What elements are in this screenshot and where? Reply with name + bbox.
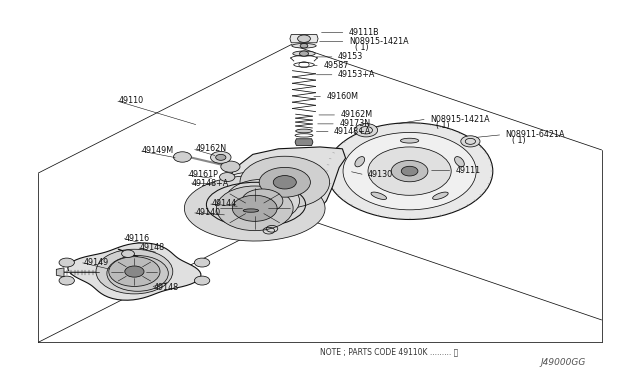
Text: 49116: 49116 bbox=[125, 234, 150, 243]
Circle shape bbox=[109, 257, 160, 286]
Circle shape bbox=[232, 195, 277, 221]
Ellipse shape bbox=[296, 129, 312, 133]
Text: J49000GG: J49000GG bbox=[541, 358, 586, 367]
Circle shape bbox=[300, 51, 308, 56]
Text: 49111B: 49111B bbox=[349, 28, 380, 37]
Circle shape bbox=[391, 160, 428, 182]
Circle shape bbox=[300, 44, 308, 48]
Ellipse shape bbox=[292, 44, 316, 48]
Polygon shape bbox=[68, 243, 201, 300]
Text: N08915-1421A: N08915-1421A bbox=[430, 115, 490, 124]
Text: 49110: 49110 bbox=[118, 96, 143, 105]
Circle shape bbox=[173, 152, 191, 162]
Text: ( 1): ( 1) bbox=[355, 43, 369, 52]
Circle shape bbox=[273, 176, 296, 189]
Text: NOTE ; PARTS CODE 49110K ......... Ⓐ: NOTE ; PARTS CODE 49110K ......... Ⓐ bbox=[320, 347, 458, 356]
Circle shape bbox=[59, 276, 74, 285]
Ellipse shape bbox=[243, 209, 259, 212]
Circle shape bbox=[221, 161, 240, 172]
Ellipse shape bbox=[293, 51, 316, 56]
Circle shape bbox=[211, 151, 231, 163]
Text: 49162N: 49162N bbox=[195, 144, 227, 153]
Ellipse shape bbox=[355, 157, 365, 167]
Circle shape bbox=[401, 166, 418, 176]
Ellipse shape bbox=[371, 192, 387, 199]
Circle shape bbox=[122, 250, 134, 257]
Text: ( 1): ( 1) bbox=[512, 136, 525, 145]
Circle shape bbox=[59, 258, 74, 267]
Ellipse shape bbox=[433, 192, 448, 199]
Text: 49173N: 49173N bbox=[339, 119, 371, 128]
Circle shape bbox=[125, 266, 144, 277]
Text: ( 1): ( 1) bbox=[436, 121, 450, 130]
Text: 49149: 49149 bbox=[83, 258, 108, 267]
Polygon shape bbox=[295, 139, 313, 145]
Polygon shape bbox=[184, 176, 325, 241]
Text: 49130: 49130 bbox=[368, 170, 393, 179]
Circle shape bbox=[298, 35, 310, 42]
Circle shape bbox=[195, 276, 210, 285]
Polygon shape bbox=[290, 35, 318, 43]
Circle shape bbox=[461, 136, 480, 147]
Ellipse shape bbox=[454, 157, 464, 167]
Text: 49149M: 49149M bbox=[142, 146, 174, 155]
Text: 49162M: 49162M bbox=[340, 110, 372, 119]
Text: 49148: 49148 bbox=[154, 283, 179, 292]
Circle shape bbox=[240, 156, 330, 208]
Circle shape bbox=[195, 258, 210, 267]
Text: 49148: 49148 bbox=[140, 243, 164, 252]
Text: 49160M: 49160M bbox=[326, 92, 358, 101]
Polygon shape bbox=[224, 147, 346, 217]
Circle shape bbox=[343, 132, 476, 210]
Text: 49587: 49587 bbox=[323, 61, 349, 70]
Circle shape bbox=[225, 179, 300, 222]
Text: 49140: 49140 bbox=[195, 208, 220, 217]
Text: N08911-6421A: N08911-6421A bbox=[506, 130, 565, 139]
Text: 49148+A: 49148+A bbox=[192, 179, 229, 187]
Text: 49153+A: 49153+A bbox=[338, 70, 375, 79]
Circle shape bbox=[96, 249, 173, 294]
Circle shape bbox=[107, 256, 168, 291]
Circle shape bbox=[368, 147, 451, 195]
Text: 49148+A: 49148+A bbox=[334, 127, 371, 136]
Text: 49153: 49153 bbox=[338, 52, 363, 61]
Text: 49111: 49111 bbox=[456, 166, 481, 175]
Circle shape bbox=[326, 123, 493, 219]
Circle shape bbox=[242, 189, 283, 213]
Text: N08915-1421A: N08915-1421A bbox=[349, 37, 408, 46]
Text: 49144: 49144 bbox=[211, 199, 236, 208]
Polygon shape bbox=[204, 172, 321, 230]
Circle shape bbox=[355, 124, 378, 137]
Circle shape bbox=[216, 186, 293, 231]
Polygon shape bbox=[56, 268, 64, 277]
Text: 49161P: 49161P bbox=[189, 170, 219, 179]
Circle shape bbox=[220, 173, 235, 182]
Ellipse shape bbox=[401, 138, 419, 143]
Circle shape bbox=[259, 167, 310, 197]
Circle shape bbox=[216, 154, 226, 160]
